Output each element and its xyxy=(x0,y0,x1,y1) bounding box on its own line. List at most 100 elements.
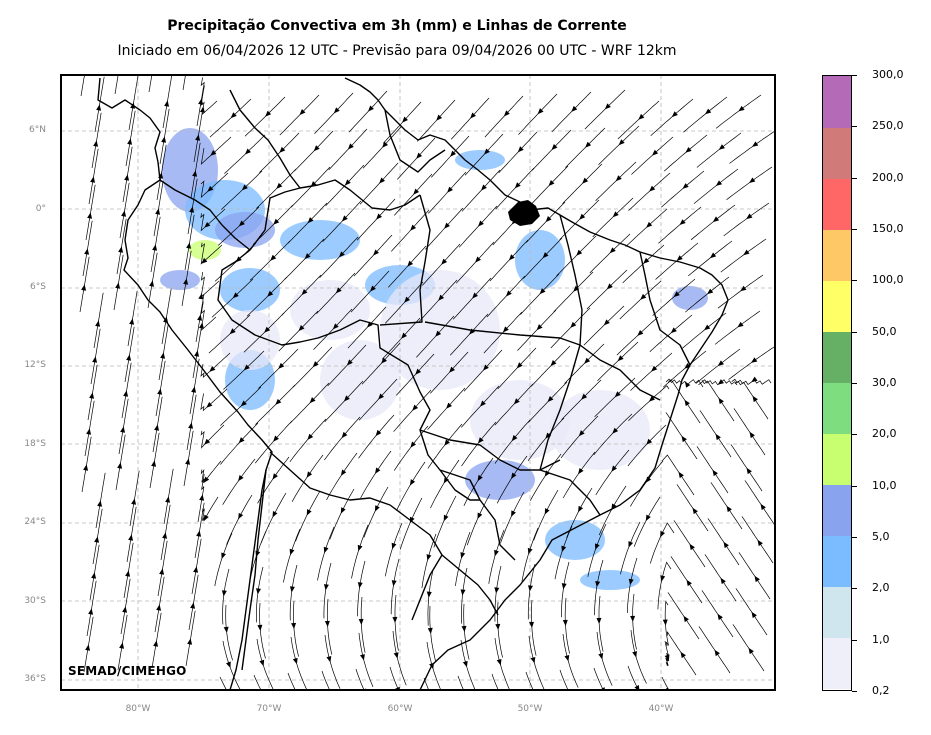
streamline xyxy=(430,351,469,394)
streamline xyxy=(416,315,455,358)
streamline xyxy=(88,148,99,205)
streamline xyxy=(529,453,562,501)
streamline-arrow xyxy=(203,476,210,483)
streamline-arrow xyxy=(357,544,363,552)
precip-cell xyxy=(220,268,280,312)
streamline-arrow xyxy=(449,366,455,373)
streamline-arrow xyxy=(596,617,602,624)
streamline-arrow xyxy=(86,428,92,435)
streamline-arrow xyxy=(720,577,726,585)
streamline-arrow xyxy=(93,140,99,147)
streamline-arrow xyxy=(551,144,558,151)
streamline-arrow xyxy=(199,494,205,501)
streamline xyxy=(652,278,696,316)
streamline-arrow xyxy=(511,472,517,479)
streamline-arrow xyxy=(272,473,278,480)
streamline xyxy=(682,312,727,349)
colorbar-segment xyxy=(823,382,851,435)
lon-label: 70°W xyxy=(256,704,282,714)
state-line-8 xyxy=(639,251,691,366)
streamline xyxy=(389,666,399,690)
streamline xyxy=(392,630,407,686)
streamline xyxy=(417,99,456,142)
streamline xyxy=(598,125,640,165)
streamline-arrow xyxy=(679,219,686,225)
streamline-arrow xyxy=(89,392,95,399)
streamline xyxy=(498,131,538,174)
streamline xyxy=(521,527,539,582)
streamline-arrow xyxy=(752,395,758,403)
streamline-arrow xyxy=(185,458,191,465)
streamline xyxy=(452,277,492,320)
streamline xyxy=(592,197,634,238)
streamline xyxy=(553,271,594,313)
streamline-arrow xyxy=(532,691,539,699)
streamline xyxy=(429,605,437,662)
precip-cell xyxy=(550,390,650,470)
streamline-arrows xyxy=(81,98,766,703)
streamline xyxy=(192,322,203,379)
colorbar-tick-label: 30,0 xyxy=(872,376,897,389)
streamline xyxy=(314,92,354,134)
streamline xyxy=(589,233,631,274)
streamline-arrow xyxy=(464,695,471,703)
streamline xyxy=(517,309,557,351)
colorbar-tick xyxy=(852,178,857,179)
streamline xyxy=(163,468,174,525)
streamline xyxy=(396,461,426,511)
streamline-arrow xyxy=(539,288,546,295)
streamline-arrow xyxy=(545,432,552,439)
streamline-arrow xyxy=(230,112,237,119)
streamline-arrow xyxy=(344,179,351,186)
streamline-arrow xyxy=(323,546,329,554)
streamline-arrow xyxy=(264,326,271,333)
colorbar-segment xyxy=(823,586,851,639)
precip-cell xyxy=(215,212,275,248)
streamline-arrow xyxy=(472,292,478,299)
streamline-arrow xyxy=(709,252,717,259)
streamline xyxy=(566,487,593,538)
streamline-arrow xyxy=(478,220,484,227)
streamline-arrow xyxy=(276,182,283,189)
streamline-arrow xyxy=(368,105,374,112)
streamline-arrow xyxy=(273,435,279,442)
streamline-arrow xyxy=(160,352,166,359)
streamline-arrow xyxy=(243,364,250,371)
streamline-arrow xyxy=(391,580,397,587)
streamline xyxy=(497,347,537,390)
streamline-arrow xyxy=(341,431,348,439)
streamline-arrow xyxy=(496,658,502,666)
streamline-arrow xyxy=(244,148,251,155)
streamline xyxy=(162,75,173,129)
streamline-arrow xyxy=(550,360,557,367)
streamline xyxy=(393,425,429,471)
streamline xyxy=(734,380,769,420)
streamline xyxy=(598,595,604,652)
streamline xyxy=(89,544,100,601)
streamline-arrow xyxy=(207,185,214,192)
streamline-arrow xyxy=(743,249,750,256)
streamline-arrow xyxy=(754,575,760,583)
lon-label: 80°W xyxy=(125,704,151,714)
colorbar-tick-label: 5,0 xyxy=(872,530,890,543)
streamline-arrow xyxy=(585,141,592,148)
streamline-arrow xyxy=(323,584,329,591)
lat-label: 6°N xyxy=(29,125,46,135)
streamline-arrow xyxy=(614,391,621,398)
streamline xyxy=(449,313,489,356)
streamline xyxy=(291,454,324,502)
streamline-arrow xyxy=(527,547,533,555)
streamline xyxy=(187,178,198,235)
streamline xyxy=(396,353,435,396)
streamline xyxy=(93,292,104,349)
streamline-arrow xyxy=(195,134,201,141)
streamline xyxy=(114,75,119,95)
streamline xyxy=(289,382,330,424)
streamline-arrow xyxy=(660,575,666,582)
streamline xyxy=(92,508,103,565)
streamline xyxy=(254,420,293,464)
streamline xyxy=(730,444,763,492)
streamline xyxy=(161,288,172,345)
streamline xyxy=(222,640,241,690)
streamline xyxy=(196,77,205,127)
